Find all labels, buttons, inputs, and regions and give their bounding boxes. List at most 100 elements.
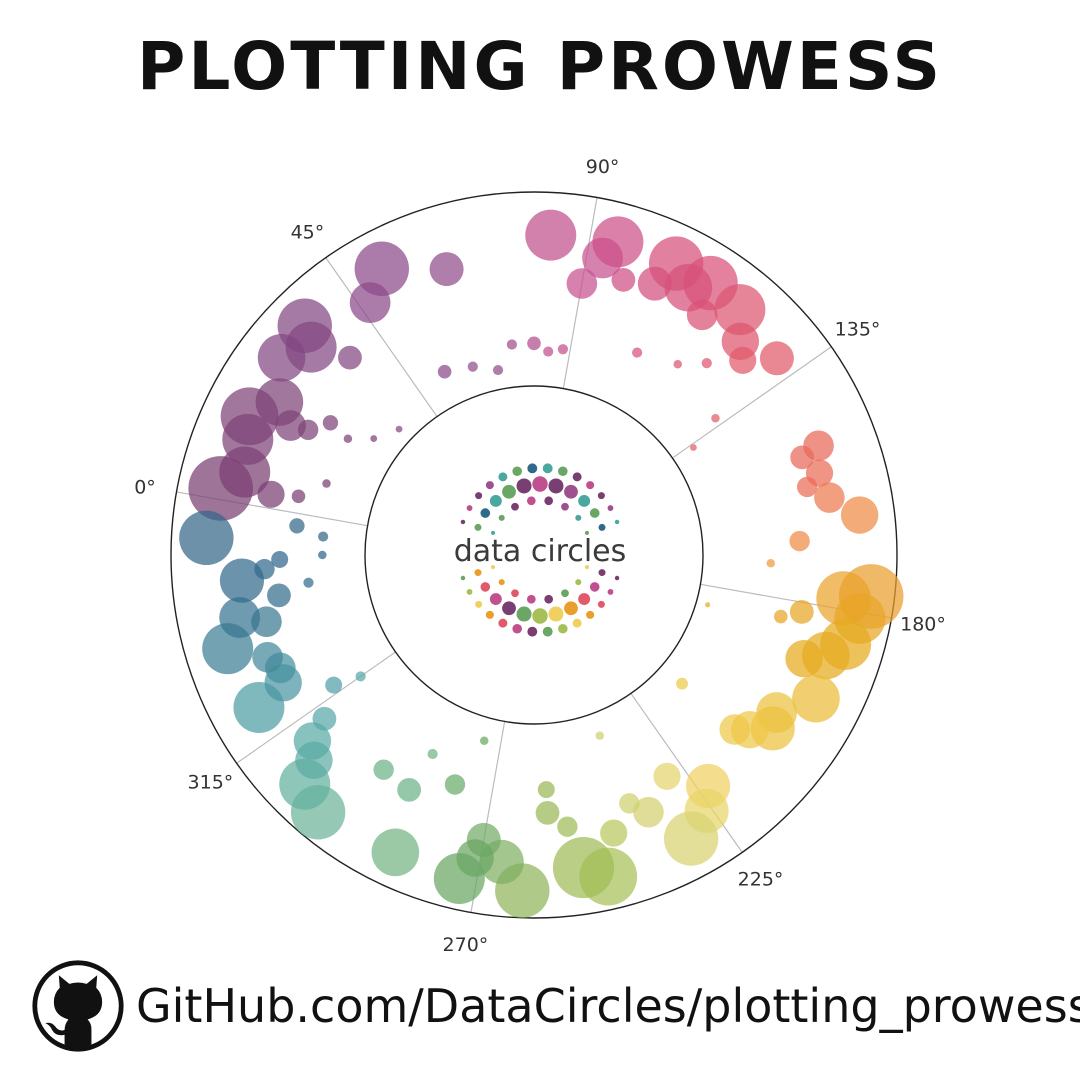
scatter-point xyxy=(690,444,697,451)
logo-dot xyxy=(607,589,614,595)
scatter-point xyxy=(506,339,517,350)
scatter-point xyxy=(267,583,291,608)
scatter-point xyxy=(759,341,794,376)
logo-dot xyxy=(542,626,553,637)
scatter-point xyxy=(467,361,478,372)
logo-dot xyxy=(584,530,589,535)
angle-labels: 0° 45° 90° 135° 180° 225° 270° 315° xyxy=(134,156,946,956)
scatter-point xyxy=(433,852,485,904)
footer: GitHub.com/DataCircles/plotting_prowess xyxy=(30,956,1080,1056)
points-layer xyxy=(179,209,904,918)
scatter-point xyxy=(293,722,332,760)
logo-dot xyxy=(561,589,569,598)
logo-dot xyxy=(502,484,516,499)
scatter-point xyxy=(444,774,466,795)
scatter-point xyxy=(543,346,554,357)
logo-dot xyxy=(527,626,538,637)
logo-dot xyxy=(548,606,564,622)
logo-dot xyxy=(607,505,614,511)
angle-tick-label-180: 180° xyxy=(900,614,946,636)
scatter-point xyxy=(557,344,569,355)
scatter-point xyxy=(552,836,615,899)
logo-dot xyxy=(474,569,482,577)
scatter-point xyxy=(566,268,598,299)
scatter-point xyxy=(371,828,420,877)
logo-dot xyxy=(586,610,595,619)
scatter-point xyxy=(255,378,304,426)
scatter-point xyxy=(291,489,306,504)
scatter-point xyxy=(492,364,504,376)
scatter-point xyxy=(318,531,329,542)
repo-url-link[interactable]: GitHub.com/DataCircles/plotting_prowess xyxy=(136,979,1080,1033)
logo-dots-top xyxy=(460,463,620,535)
scatter-point xyxy=(325,676,343,694)
grid-line-225 xyxy=(630,693,743,853)
scatter-point xyxy=(527,336,541,351)
scatter-point xyxy=(814,482,845,513)
scatter-point xyxy=(219,597,261,638)
scatter-point xyxy=(789,530,810,552)
scatter-point xyxy=(796,476,818,498)
scatter-point xyxy=(792,674,840,723)
logo-dot xyxy=(474,523,482,531)
logo-dot xyxy=(614,519,620,525)
scatter-point xyxy=(790,445,815,470)
scatter-point xyxy=(271,550,289,568)
logo-dot xyxy=(558,466,568,477)
scatter-point xyxy=(600,819,628,847)
scatter-point xyxy=(437,364,452,379)
logo-dot xyxy=(548,478,564,494)
logo-dot xyxy=(480,582,491,592)
scatter-point xyxy=(297,419,319,441)
logo-dot xyxy=(589,508,600,518)
scatter-point xyxy=(479,736,489,745)
scatter-point xyxy=(537,781,555,799)
scatter-point xyxy=(774,609,788,624)
scatter-point xyxy=(322,479,331,488)
logo-text: data circles xyxy=(454,534,627,569)
github-octocat-icon[interactable] xyxy=(30,958,126,1054)
logo-dot xyxy=(532,608,548,624)
grid-line-315 xyxy=(236,651,396,764)
logo-dot xyxy=(532,476,548,492)
logo-dot xyxy=(498,579,505,586)
logo-dot xyxy=(502,601,516,616)
scatter-point xyxy=(355,671,366,682)
scatter-point xyxy=(338,345,362,370)
scatter-point xyxy=(729,346,757,374)
logo-dot xyxy=(475,492,483,500)
logo-dot xyxy=(558,623,568,634)
scatter-point xyxy=(633,796,664,828)
scatter-point xyxy=(395,425,403,433)
scatter-point xyxy=(219,558,265,603)
logo-dot xyxy=(491,530,496,535)
logo-dot xyxy=(575,579,582,586)
scatter-point xyxy=(653,762,681,790)
logo-dots-bottom xyxy=(460,565,620,637)
scatter-point xyxy=(673,360,682,369)
scatter-point xyxy=(595,731,605,740)
scatter-point xyxy=(312,706,337,731)
scatter-point xyxy=(676,677,688,690)
scatter-point xyxy=(611,267,636,292)
logo-dot xyxy=(564,484,578,499)
logo-dot xyxy=(511,502,519,511)
scatter-point xyxy=(429,252,464,287)
scatter-point xyxy=(557,816,578,837)
outer-ring xyxy=(170,191,898,919)
logo-dot xyxy=(498,514,505,521)
scatter-point xyxy=(619,793,640,814)
logo-dot xyxy=(598,523,606,531)
scatter-point xyxy=(714,284,766,336)
scatter-point xyxy=(840,496,879,534)
scatter-point xyxy=(179,510,234,566)
grid-line-135 xyxy=(672,346,832,459)
scatter-point xyxy=(303,577,314,588)
logo-dot xyxy=(491,565,496,570)
logo-dot xyxy=(485,481,494,490)
scatter-point xyxy=(354,241,409,296)
scatter-point xyxy=(318,550,327,560)
angle-tick-label-135: 135° xyxy=(835,318,881,340)
scatter-point xyxy=(705,602,711,608)
